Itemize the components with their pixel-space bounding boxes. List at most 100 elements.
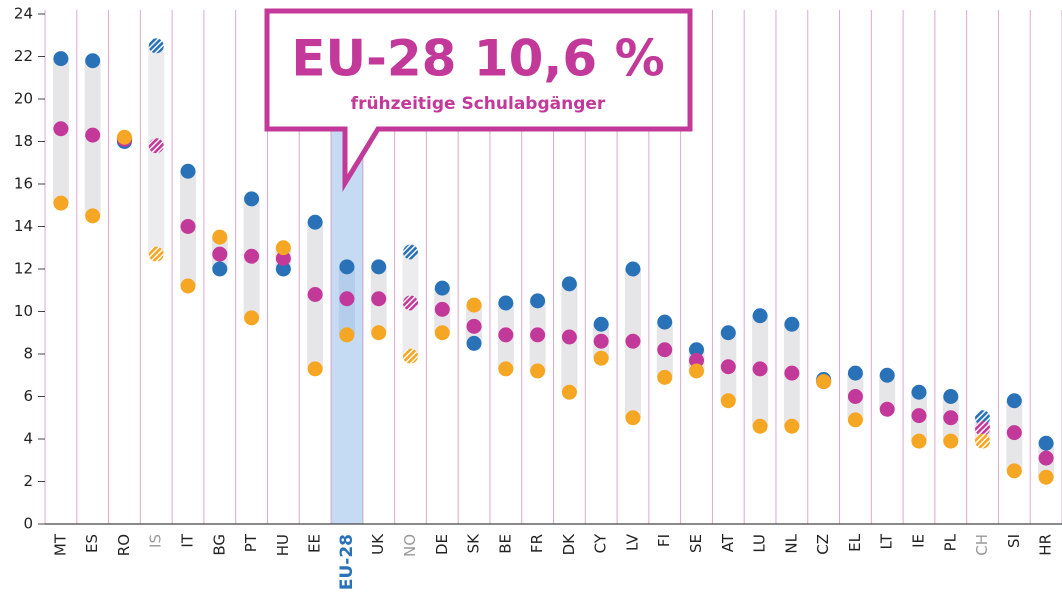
- x-tick-label: IS: [147, 534, 165, 548]
- x-tick-label: SI: [1005, 534, 1023, 548]
- dot: [593, 333, 609, 349]
- dot: [212, 229, 228, 245]
- x-tick-label: PL: [941, 533, 959, 551]
- dot: [53, 51, 69, 67]
- dot: [975, 420, 991, 436]
- x-tick-label: EU-28: [337, 534, 357, 590]
- x-tick-label: NL: [782, 533, 800, 553]
- dot: [625, 333, 641, 349]
- x-tick-label: LV: [623, 533, 641, 551]
- y-tick-label: 6: [23, 387, 33, 405]
- dot: [466, 318, 482, 334]
- dot: [116, 129, 132, 145]
- y-tick-label: 16: [14, 175, 33, 193]
- dot: [593, 316, 609, 332]
- x-tick-label: IE: [909, 534, 927, 548]
- dot: [275, 250, 291, 266]
- dot: [85, 208, 101, 224]
- dot: [752, 308, 768, 324]
- dot: [689, 342, 705, 358]
- x-tick-label: ES: [83, 534, 101, 553]
- range-bar: [879, 375, 896, 410]
- dot: [466, 297, 482, 313]
- dot: [180, 163, 196, 179]
- dot: [943, 389, 959, 404]
- dot: [720, 325, 736, 341]
- dot: [148, 138, 164, 154]
- dot: [339, 327, 355, 343]
- dot: [244, 248, 260, 264]
- dot: [784, 365, 800, 381]
- dot: [975, 433, 991, 449]
- dot: [148, 246, 164, 262]
- dot: [498, 327, 514, 343]
- dot: [1006, 463, 1022, 479]
- dot: [752, 361, 768, 377]
- dot: [275, 261, 291, 277]
- dot: [657, 314, 673, 330]
- x-tick-label: AT: [719, 533, 737, 552]
- x-tick-label: CY: [592, 533, 610, 553]
- x-tick-label: FI: [655, 534, 673, 547]
- x-tick-label: SE: [687, 534, 705, 553]
- dot: [180, 219, 196, 234]
- dot: [339, 259, 355, 275]
- dot: [752, 418, 768, 434]
- dot: [402, 244, 418, 260]
- dot: [339, 291, 355, 307]
- x-tick-label: EL: [846, 533, 864, 551]
- dot: [784, 316, 800, 332]
- dot: [911, 433, 927, 449]
- callout: EU-28 10,6 % frühzeitige Schulabgänger: [264, 8, 693, 192]
- dot: [625, 261, 641, 277]
- dot: [911, 384, 927, 400]
- dot: [720, 393, 736, 409]
- x-tick-label: BG: [210, 534, 228, 556]
- dot: [1038, 469, 1054, 485]
- dot: [530, 293, 546, 309]
- x-tick-label: SK: [465, 533, 483, 554]
- dot: [148, 38, 164, 54]
- dot: [402, 295, 418, 311]
- dot: [85, 127, 101, 143]
- dot: [879, 367, 895, 383]
- dot: [402, 348, 418, 364]
- dot: [911, 408, 927, 424]
- dot: [212, 261, 228, 277]
- dot: [275, 240, 291, 256]
- dot: [975, 410, 991, 426]
- x-tick-label: DE: [433, 534, 451, 555]
- dot: [244, 310, 260, 326]
- dot: [498, 361, 514, 377]
- dot: [371, 325, 387, 341]
- dot: [530, 363, 546, 379]
- dot: [1006, 393, 1022, 409]
- dot: [307, 361, 323, 377]
- dot: [498, 295, 514, 311]
- dot: [593, 350, 609, 366]
- dot: [53, 195, 69, 211]
- y-tick-label: 18: [14, 132, 33, 150]
- dot: [879, 401, 895, 417]
- x-tick-label: FR: [528, 534, 546, 553]
- x-tick-label: CH: [973, 534, 991, 556]
- dot: [689, 352, 705, 368]
- dot: [943, 410, 959, 426]
- dot: [371, 291, 387, 307]
- callout-box: [264, 8, 693, 192]
- dot: [943, 433, 959, 449]
- dot: [625, 410, 641, 426]
- dot: [561, 276, 577, 292]
- x-tick-label: LU: [751, 534, 769, 553]
- dot: [434, 325, 450, 341]
- x-tick-label: HR: [1037, 534, 1055, 556]
- dot: [466, 335, 482, 351]
- x-tick-label: BE: [496, 534, 514, 554]
- y-tick-label: 12: [14, 260, 33, 278]
- dot: [720, 359, 736, 375]
- x-tick-label: DK: [560, 533, 578, 556]
- x-tick-label: IT: [179, 533, 197, 547]
- y-tick-label: 2: [23, 472, 33, 490]
- dot: [561, 329, 577, 345]
